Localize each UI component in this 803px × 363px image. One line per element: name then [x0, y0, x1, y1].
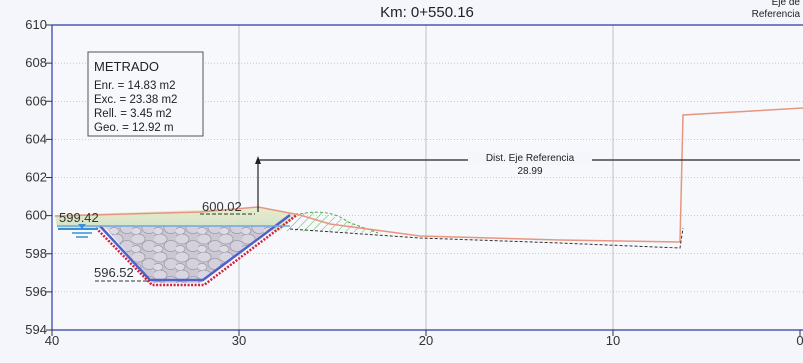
metrado-title: METRADO [94, 59, 159, 74]
channel-outer-line [95, 213, 299, 287]
metrado-line-enr: Enr. = 14.83 m2 [94, 80, 176, 92]
x-tick-label: 30 [232, 333, 246, 348]
dist-arrow [255, 156, 261, 164]
x-tick-label: 40 [45, 333, 59, 348]
metrado-line-rell: Rell. = 3.45 m2 [94, 108, 172, 120]
ref-line2: Referencia [752, 9, 801, 20]
terrain-line [54, 107, 803, 243]
dist-label-bg [468, 151, 592, 165]
hatched-edge [299, 211, 379, 234]
elev-bottom-label: 596.52 [94, 265, 134, 280]
elev-top-label: 600.02 [202, 199, 242, 214]
metrado-box: METRADO Enr. = 14.83 m2 Exc. = 23.38 m2 … [87, 51, 204, 137]
title-line2: Km: 0+550.16 [380, 4, 474, 21]
metrado-line-geo: Geo. = 12.92 m [94, 122, 174, 134]
y-tick-label: 596 [25, 284, 47, 299]
y-tick-label: 608 [25, 55, 47, 70]
x-tick-label: 0 [796, 333, 803, 348]
y-tick-label: 594 [25, 322, 47, 337]
section-geometry [54, 107, 803, 287]
dist-value: 28.99 [517, 166, 542, 177]
x-tick-label: 10 [606, 333, 620, 348]
rock-fill [104, 226, 272, 283]
ref-line1: Eje de [772, 0, 801, 8]
channel-inner-line [99, 213, 291, 282]
existing-ground-line [289, 227, 684, 249]
elev-left-label: 599.42 [59, 210, 99, 225]
water-level-symbol [58, 224, 98, 238]
metrado-line-exc: Exc. = 23.38 m2 [94, 94, 177, 106]
y-tick-label: 602 [25, 170, 47, 185]
y-tick-label: 600 [25, 208, 47, 223]
y-tick-label: 610 [25, 17, 47, 32]
axis-ticks: 594 596 598 600 602 604 606 608 610 40 30 20 10 0 [25, 17, 803, 348]
x-tick-label: 20 [419, 333, 433, 348]
dist-label: Dist. Eje Referencia [486, 153, 575, 164]
y-tick-label: 598 [25, 246, 47, 261]
y-tick-label: 606 [25, 93, 47, 108]
y-tick-label: 604 [25, 131, 47, 146]
